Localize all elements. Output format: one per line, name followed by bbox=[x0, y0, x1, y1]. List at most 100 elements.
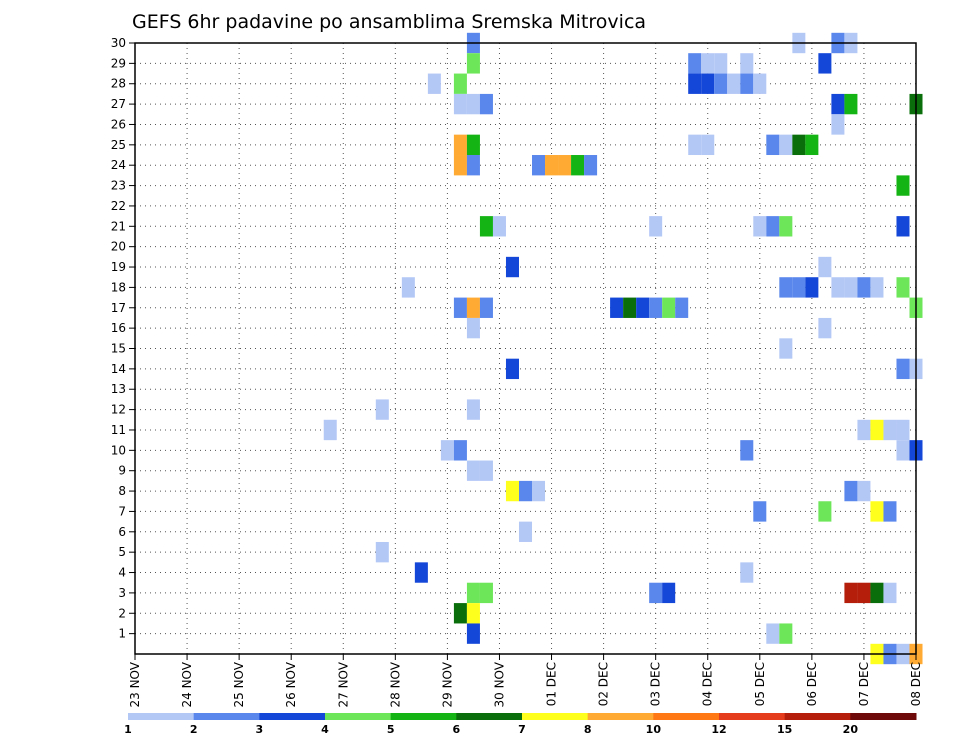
x-tick-label: 29 NOV bbox=[440, 661, 454, 707]
heatmap-cell bbox=[323, 419, 337, 441]
colorbar-label: 10 bbox=[646, 723, 662, 736]
heatmap-cell bbox=[466, 155, 480, 176]
colorbar-label: 15 bbox=[777, 723, 792, 736]
heatmap-cell bbox=[610, 297, 624, 318]
heatmap-cell bbox=[844, 582, 858, 604]
x-tick-label: 07 DEC bbox=[857, 662, 871, 706]
colorbar-swatch bbox=[850, 713, 917, 720]
heatmap-cell bbox=[727, 73, 741, 94]
heatmap-cell bbox=[766, 623, 780, 644]
y-tick-label: 11 bbox=[111, 423, 126, 437]
heatmap-cell bbox=[532, 480, 546, 502]
heatmap-cell bbox=[896, 175, 910, 196]
heatmap-cell bbox=[453, 155, 467, 176]
colorbar-label: 1 bbox=[124, 723, 132, 736]
heatmap-cell bbox=[740, 53, 754, 74]
heatmap-cell bbox=[453, 134, 467, 156]
y-tick-label: 29 bbox=[111, 56, 126, 70]
y-tick-label: 30 bbox=[111, 36, 126, 50]
heatmap-cell bbox=[662, 297, 676, 318]
heatmap-cell bbox=[479, 93, 493, 115]
heatmap-cell bbox=[831, 114, 845, 135]
heatmap-cell bbox=[870, 582, 884, 604]
colorbar-swatch bbox=[390, 713, 457, 720]
x-tick-label: 28 NOV bbox=[388, 661, 402, 707]
heatmap-cell bbox=[466, 297, 480, 318]
heatmap-cell bbox=[427, 73, 441, 94]
heatmap-cell bbox=[818, 256, 832, 278]
colorbar-swatch bbox=[587, 713, 654, 720]
heatmap-cell bbox=[688, 134, 702, 156]
heatmap-cell bbox=[492, 216, 506, 237]
heatmap-cell bbox=[766, 216, 780, 237]
y-tick-label: 21 bbox=[111, 219, 126, 233]
colorbar-label: 5 bbox=[387, 723, 395, 736]
heatmap-cell bbox=[505, 358, 519, 380]
heatmap-cell bbox=[857, 582, 871, 604]
heatmap-cell bbox=[896, 419, 910, 441]
heatmap-cell bbox=[466, 582, 480, 604]
y-tick-label: 12 bbox=[111, 403, 126, 417]
y-tick-label: 24 bbox=[111, 158, 126, 172]
y-tick-label: 8 bbox=[118, 484, 126, 498]
heatmap-cell bbox=[375, 399, 389, 420]
heatmap-cell bbox=[466, 317, 480, 339]
x-tick-label: 25 NOV bbox=[232, 661, 246, 707]
heatmap-cell bbox=[688, 73, 702, 94]
heatmap-cell bbox=[818, 317, 832, 339]
x-tick-label: 03 DEC bbox=[649, 662, 663, 706]
heatmap-cell bbox=[466, 399, 480, 420]
y-tick-label: 19 bbox=[111, 260, 126, 274]
x-tick-label: 06 DEC bbox=[805, 662, 819, 706]
chart-title: GEFS 6hr padavine po ansamblima Sremska … bbox=[132, 11, 646, 33]
x-tick-label: 04 DEC bbox=[701, 662, 715, 706]
heatmap-cell bbox=[753, 73, 767, 94]
y-tick-label: 5 bbox=[118, 545, 126, 559]
heatmap-cell bbox=[479, 297, 493, 318]
heatmap-cell bbox=[466, 53, 480, 74]
heatmap-cell bbox=[505, 480, 519, 502]
colorbar-swatch bbox=[653, 713, 720, 720]
heatmap-cell bbox=[701, 134, 715, 156]
y-tick-label: 26 bbox=[111, 117, 126, 131]
y-tick-label: 13 bbox=[111, 382, 126, 396]
heatmap-cell bbox=[740, 440, 754, 461]
colorbar-legend: 1 2 3 4 5 6 7 8 10 12 15 20 bbox=[124, 713, 917, 736]
heatmap-cell bbox=[545, 155, 559, 176]
colorbar-swatch bbox=[259, 713, 326, 720]
heatmap-cell bbox=[779, 216, 793, 237]
x-axis-ticks: 23 NOV 24 NOV 25 NOV 26 NOV 27 NOV 28 NOV 29 N… bbox=[128, 654, 923, 708]
data-cells bbox=[323, 32, 923, 665]
heatmap-cell bbox=[870, 277, 884, 298]
heatmap-cell bbox=[453, 603, 467, 624]
heatmap-cell bbox=[857, 419, 871, 441]
y-tick-label: 27 bbox=[111, 97, 126, 111]
heatmap-cell bbox=[649, 297, 663, 318]
heatmap-cell bbox=[466, 623, 480, 644]
heatmap-cell bbox=[792, 134, 806, 156]
heatmap-cell bbox=[558, 155, 572, 176]
heatmap-cell bbox=[466, 603, 480, 624]
heatmap-cell bbox=[779, 623, 793, 644]
heatmap-cell bbox=[714, 73, 728, 94]
colorbar-label: 4 bbox=[321, 723, 329, 736]
heatmap-cell bbox=[831, 277, 845, 298]
y-tick-label: 16 bbox=[111, 321, 126, 335]
heatmap-cell bbox=[896, 440, 910, 461]
heatmap-cell bbox=[453, 297, 467, 318]
heatmap-cell bbox=[675, 297, 689, 318]
heatmap-cell bbox=[896, 277, 910, 298]
heatmap-cell bbox=[479, 216, 493, 237]
colorbar-swatch bbox=[193, 713, 260, 720]
heatmap-cell bbox=[896, 216, 910, 237]
y-tick-label: 20 bbox=[111, 240, 126, 254]
y-tick-label: 3 bbox=[118, 586, 126, 600]
heatmap-cell bbox=[857, 277, 871, 298]
heatmap-cell bbox=[896, 358, 910, 380]
heatmap-cell bbox=[453, 440, 467, 461]
y-tick-label: 4 bbox=[118, 566, 126, 580]
y-tick-label: 18 bbox=[111, 280, 126, 294]
heatmap-cell bbox=[805, 134, 819, 156]
heatmap-cell bbox=[844, 93, 858, 115]
x-tick-label: 01 DEC bbox=[545, 662, 559, 706]
